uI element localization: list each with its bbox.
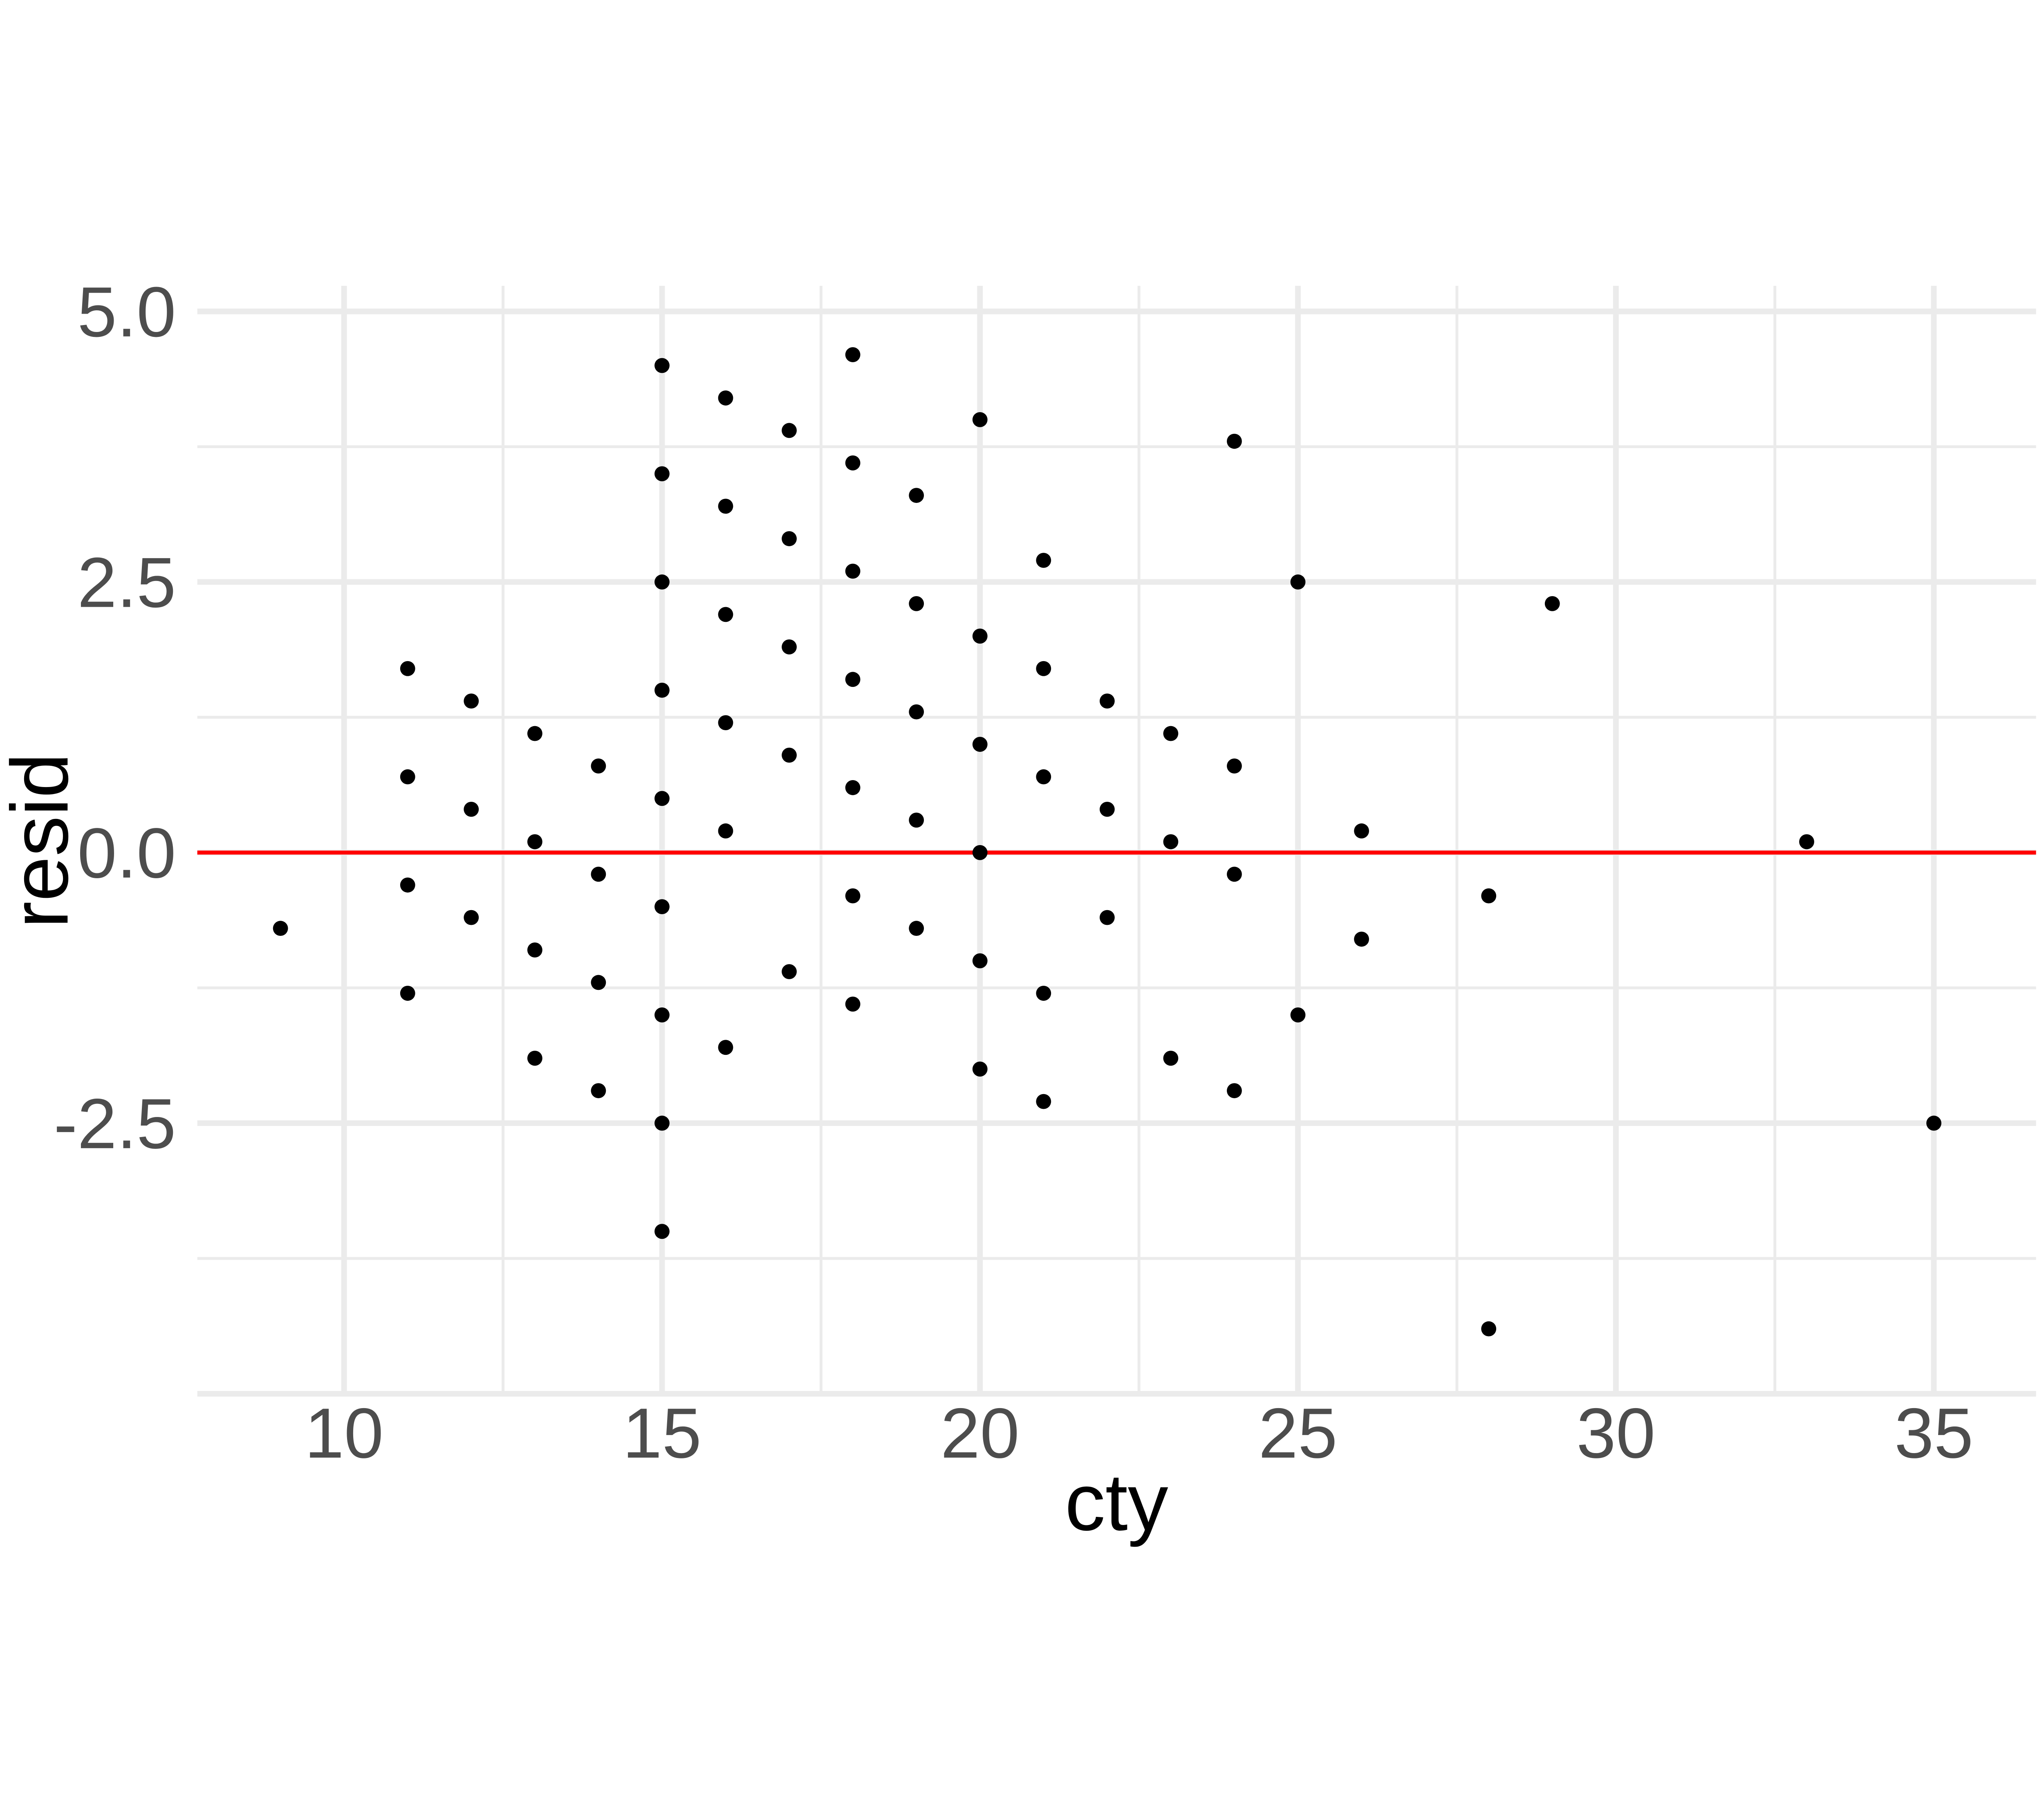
y-axis-title: resid — [0, 753, 85, 929]
y-tick-label: 2.5 — [77, 543, 176, 622]
data-point — [909, 704, 924, 720]
data-point — [972, 953, 988, 969]
data-point — [527, 726, 542, 741]
x-axis-tick-labels: 10 15 20 25 30 35 — [305, 1393, 1973, 1473]
data-point — [591, 975, 606, 990]
data-point — [845, 347, 861, 362]
x-tick-label: 35 — [1894, 1393, 1973, 1473]
data-point — [782, 531, 797, 546]
data-point — [654, 1224, 670, 1239]
data-point — [654, 791, 670, 806]
data-point — [1481, 1321, 1497, 1337]
y-tick-label: 0.0 — [77, 813, 176, 893]
data-point — [1354, 823, 1369, 839]
data-point — [1099, 910, 1115, 925]
data-point — [464, 693, 479, 709]
data-point — [527, 834, 542, 850]
data-point — [909, 812, 924, 828]
data-point — [1227, 758, 1242, 774]
data-point — [654, 466, 670, 482]
x-tick-label: 20 — [941, 1393, 1020, 1473]
data-point — [972, 412, 988, 427]
data-point — [654, 1007, 670, 1023]
data-point — [400, 877, 415, 893]
y-tick-label: -2.5 — [54, 1084, 176, 1163]
data-points — [273, 347, 1941, 1337]
data-point — [845, 996, 861, 1012]
data-point — [400, 769, 415, 785]
x-tick-label: 15 — [623, 1393, 702, 1473]
data-point — [1799, 834, 1814, 850]
data-point — [1481, 888, 1497, 904]
data-point — [718, 823, 733, 839]
x-tick-label: 10 — [305, 1393, 383, 1473]
data-point — [1290, 1007, 1306, 1023]
data-point — [972, 737, 988, 752]
x-tick-label: 25 — [1258, 1393, 1337, 1473]
data-point — [1544, 596, 1560, 611]
data-point — [718, 715, 733, 730]
data-point — [909, 488, 924, 503]
data-point — [527, 1050, 542, 1066]
data-point — [845, 780, 861, 795]
data-point — [1163, 726, 1179, 741]
data-point — [1099, 801, 1115, 817]
data-point — [400, 661, 415, 676]
data-point — [718, 1040, 733, 1055]
data-point — [591, 758, 606, 774]
data-point — [1036, 986, 1051, 1001]
data-point — [972, 1061, 988, 1077]
data-point — [718, 390, 733, 406]
data-point — [1163, 834, 1179, 850]
data-point — [527, 942, 542, 958]
data-point — [591, 866, 606, 882]
data-point — [1099, 693, 1115, 709]
data-point — [654, 358, 670, 373]
data-point — [1227, 866, 1242, 882]
data-point — [654, 899, 670, 915]
data-point — [1036, 661, 1051, 676]
data-point — [972, 845, 988, 860]
data-point — [718, 498, 733, 514]
data-point — [782, 423, 797, 438]
data-point — [909, 921, 924, 936]
data-point — [1926, 1115, 1941, 1131]
data-point — [782, 964, 797, 979]
y-tick-label: 5.0 — [77, 272, 176, 352]
data-point — [718, 607, 733, 622]
y-axis-tick-labels: 5.0 2.5 0.0 -2.5 — [54, 272, 176, 1163]
data-point — [273, 921, 288, 936]
data-point — [400, 986, 415, 1001]
data-point — [845, 672, 861, 687]
data-point — [782, 639, 797, 655]
data-point — [654, 1115, 670, 1131]
data-point — [654, 574, 670, 590]
data-point — [845, 455, 861, 471]
data-point — [464, 801, 479, 817]
data-point — [654, 682, 670, 698]
data-point — [845, 888, 861, 904]
data-point — [1036, 769, 1051, 785]
minor-gridlines — [197, 286, 2036, 1395]
x-axis-title: cty — [1065, 1457, 1168, 1547]
data-point — [909, 596, 924, 611]
data-point — [1036, 1094, 1051, 1109]
data-point — [972, 628, 988, 644]
data-point — [1163, 1050, 1179, 1066]
x-tick-label: 30 — [1576, 1393, 1655, 1473]
data-point — [464, 910, 479, 925]
data-point — [782, 747, 797, 763]
data-point — [1354, 931, 1369, 947]
data-point — [1227, 1083, 1242, 1099]
plot-background — [0, 278, 2044, 1541]
data-point — [1290, 574, 1306, 590]
data-point — [845, 563, 861, 579]
data-point — [1036, 553, 1051, 568]
data-point — [591, 1083, 606, 1099]
data-point — [1227, 433, 1242, 449]
